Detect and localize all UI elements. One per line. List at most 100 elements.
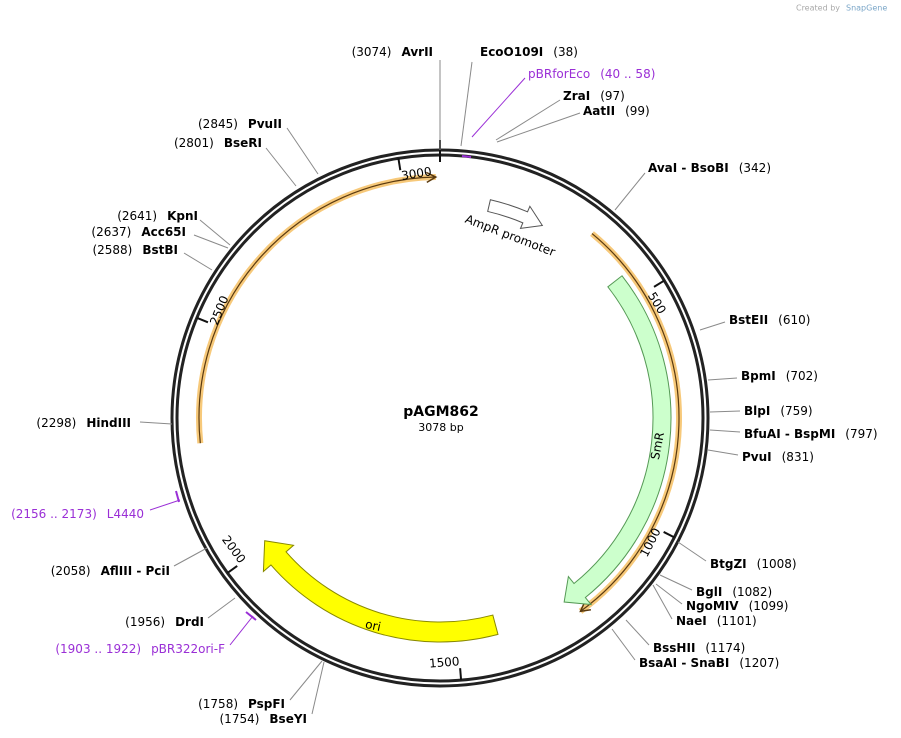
site-pos: (1956) bbox=[125, 615, 165, 629]
site-leader bbox=[707, 377, 738, 381]
site-leader bbox=[286, 127, 319, 175]
feature-label: AmpR promoter bbox=[463, 212, 557, 259]
primer-arc-halo bbox=[196, 174, 436, 444]
site-pos: (702) bbox=[786, 369, 818, 383]
site-name: ZraI bbox=[563, 89, 590, 103]
site-name: KpnI bbox=[167, 209, 198, 223]
ruler-tick bbox=[226, 565, 238, 574]
site-pos: (2298) bbox=[36, 416, 76, 430]
site-name: BglI bbox=[696, 585, 722, 599]
ruler-label: 2000 bbox=[219, 533, 248, 566]
site-label: (2801) BseRI bbox=[174, 136, 262, 150]
site-pos: (831) bbox=[782, 450, 814, 464]
site-leader bbox=[173, 547, 208, 567]
site-pos: (759) bbox=[780, 404, 812, 418]
site-label: (2641) KpnI bbox=[117, 209, 198, 223]
ampr-promoter-arrow bbox=[487, 199, 544, 229]
site-pos: (2801) bbox=[174, 136, 214, 150]
site-label: AvaI - BsoBI (342) bbox=[648, 161, 771, 175]
site-name: BstBI bbox=[142, 243, 178, 257]
site-label: BtgZI (1008) bbox=[710, 557, 797, 571]
site-name: BlpI bbox=[744, 404, 770, 418]
site-name: BseRI bbox=[224, 136, 262, 150]
site-label: NaeI (1101) bbox=[676, 614, 757, 628]
site-pos: (3074) bbox=[352, 45, 392, 59]
site-name: BseYI bbox=[269, 712, 307, 726]
site-label: BfuAI - BspMI (797) bbox=[744, 427, 878, 441]
site-pos: (797) bbox=[845, 427, 877, 441]
site-label: (1956) DrdI bbox=[125, 615, 204, 629]
plasmid-length: 3078 bp bbox=[418, 421, 463, 434]
site-pos: (342) bbox=[739, 161, 771, 175]
site-pos: (2641) bbox=[117, 209, 157, 223]
site-name: BstEII bbox=[729, 313, 768, 327]
site-leader bbox=[199, 219, 231, 246]
site-leader bbox=[707, 449, 739, 456]
site-leader bbox=[652, 584, 673, 620]
site-name: PvuII bbox=[248, 117, 282, 131]
site-label: (2845) PvuII bbox=[198, 117, 282, 131]
site-label: (2588) BstBI bbox=[92, 243, 178, 257]
primer-range: (40 .. 58) bbox=[600, 67, 655, 81]
site-leader bbox=[183, 252, 213, 271]
ruler-tick bbox=[653, 279, 665, 288]
ruler-tick bbox=[196, 316, 209, 324]
primer-site bbox=[245, 611, 257, 621]
site-name: EcoO109I bbox=[480, 45, 543, 59]
site-name: NaeI bbox=[676, 614, 707, 628]
site-name: BsaAI - SnaBI bbox=[639, 656, 729, 670]
ruler-label: 2500 bbox=[207, 294, 232, 328]
site-leader bbox=[139, 421, 173, 425]
site-leader bbox=[193, 234, 229, 249]
site-label: (2637) Acc65I bbox=[91, 225, 186, 239]
primer-name: L4440 bbox=[107, 507, 144, 521]
ruler-tick bbox=[459, 668, 463, 681]
site-label: (1754) BseYI bbox=[220, 712, 308, 726]
primer-range: (1903 .. 1922) bbox=[55, 642, 141, 656]
site-pos: (99) bbox=[625, 104, 650, 118]
primer-leader bbox=[229, 615, 254, 646]
primer-label: (1903 .. 1922) pBR322ori-F bbox=[55, 642, 225, 656]
site-label: (1758) PspFI bbox=[198, 697, 285, 711]
site-label: BpmI (702) bbox=[741, 369, 818, 383]
site-label: (2058) AflIII - PciI bbox=[51, 564, 170, 578]
site-pos: (1754) bbox=[220, 712, 260, 726]
site-label: AatII (99) bbox=[583, 104, 650, 118]
site-leader bbox=[709, 410, 741, 413]
feature-label: ori bbox=[364, 617, 382, 634]
primer-range: (2156 .. 2173) bbox=[11, 507, 97, 521]
site-pos: (2637) bbox=[91, 225, 131, 239]
site-pos: (97) bbox=[600, 89, 625, 103]
site-label: BssHII (1174) bbox=[653, 641, 745, 655]
site-name: AflIII - PciI bbox=[101, 564, 170, 578]
primer-arc-head bbox=[425, 171, 438, 184]
site-pos: (1101) bbox=[717, 614, 757, 628]
site-label: BglI (1082) bbox=[696, 585, 772, 599]
site-name: BpmI bbox=[741, 369, 776, 383]
site-label: NgoMIV (1099) bbox=[686, 599, 788, 613]
site-name: PvuI bbox=[742, 450, 772, 464]
site-label: ZraI (97) bbox=[563, 89, 625, 103]
site-label: BlpI (759) bbox=[744, 404, 813, 418]
site-leader bbox=[655, 583, 683, 605]
site-name: BssHII bbox=[653, 641, 695, 655]
site-label: (3074) AvrII bbox=[352, 45, 433, 59]
ruler-label: 3000 bbox=[400, 164, 432, 183]
site-leader bbox=[625, 619, 650, 646]
site-leader bbox=[699, 321, 726, 331]
site-pos: (1758) bbox=[198, 697, 238, 711]
ruler-tick bbox=[663, 531, 675, 539]
site-leader bbox=[495, 99, 561, 141]
site-name: Acc65I bbox=[141, 225, 186, 239]
site-name: NgoMIV bbox=[686, 599, 739, 613]
site-leader bbox=[460, 61, 473, 147]
site-leader bbox=[709, 429, 741, 433]
smr-arrow bbox=[563, 275, 672, 606]
site-pos: (1207) bbox=[739, 656, 779, 670]
site-name: AatII bbox=[583, 104, 615, 118]
site-name: AvrII bbox=[401, 45, 433, 59]
credit-brand: SnapGene bbox=[846, 4, 887, 13]
site-leader bbox=[289, 660, 323, 701]
site-label: PvuI (831) bbox=[742, 450, 814, 464]
